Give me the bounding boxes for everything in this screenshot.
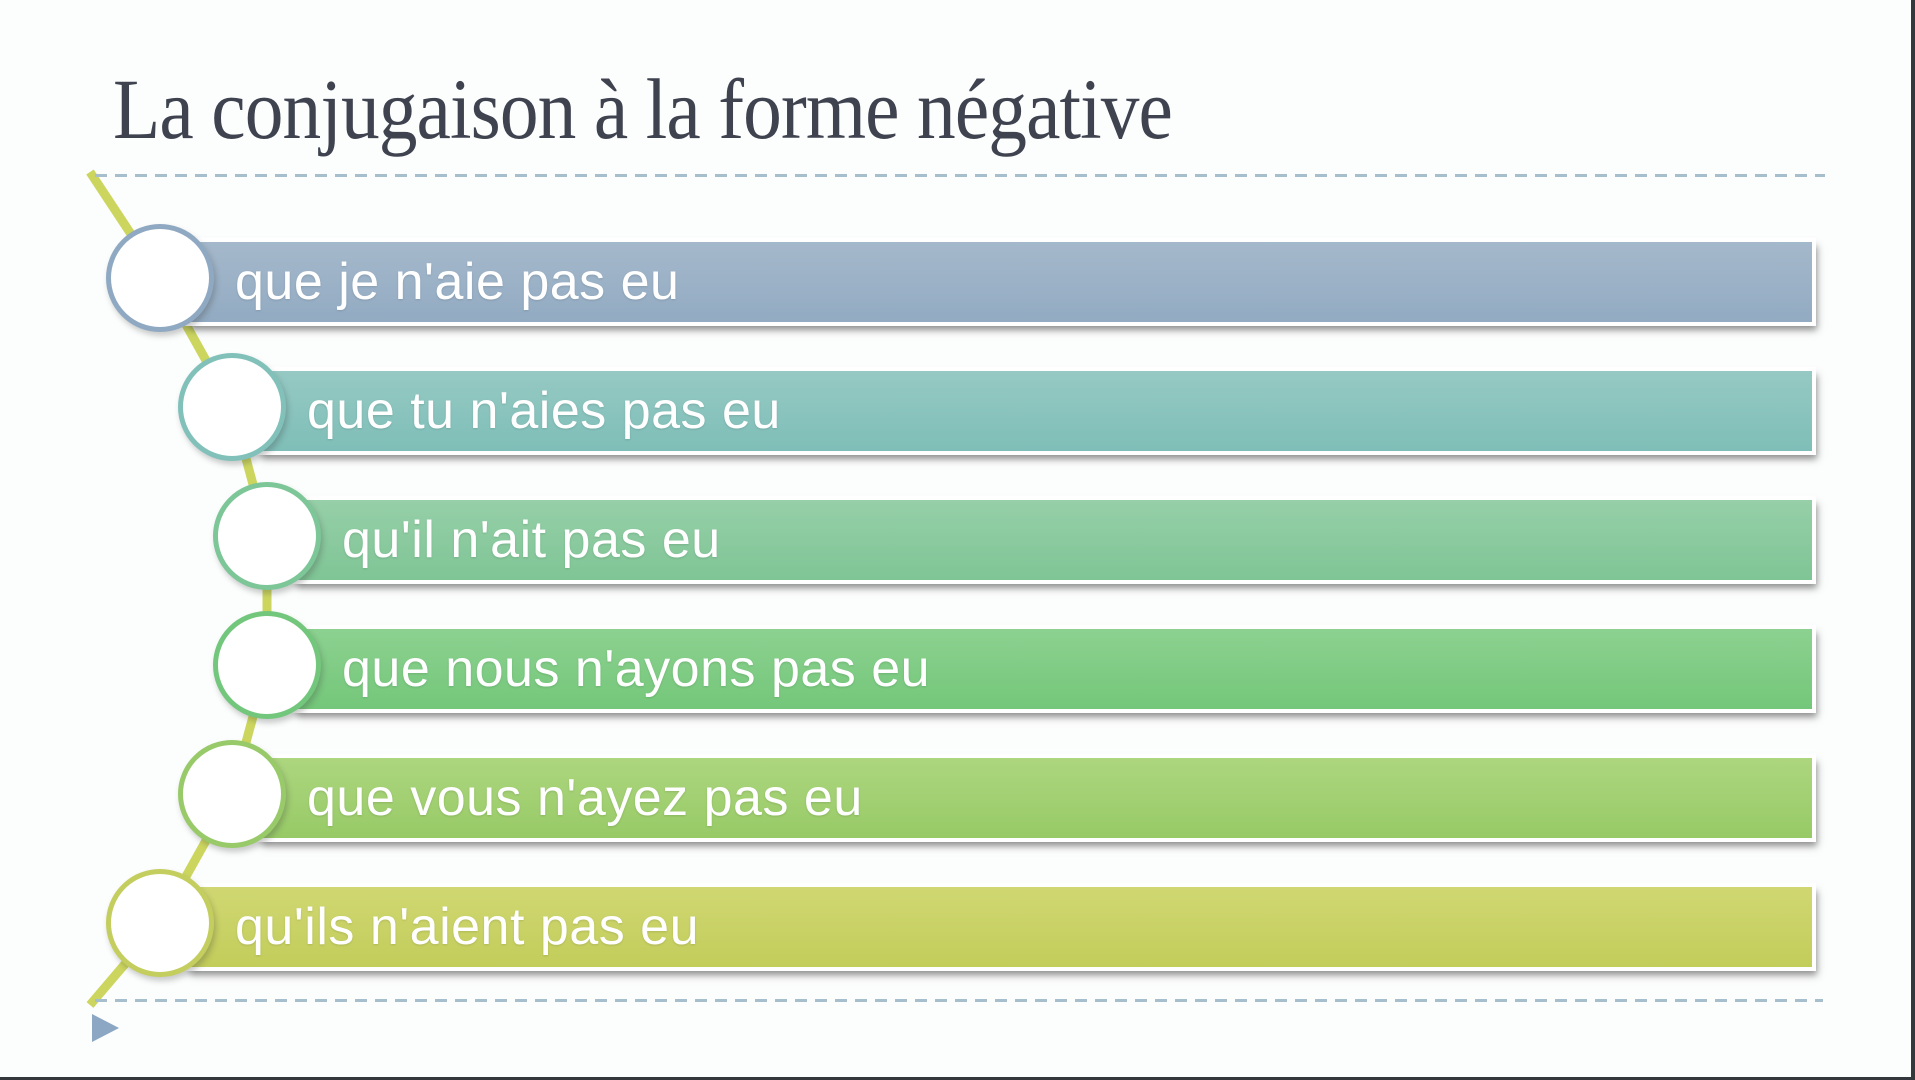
- bullet-circle: [213, 611, 321, 719]
- bullet-circle: [178, 353, 286, 461]
- conjugation-bar: qu'il n'ait pas eu: [292, 496, 1816, 584]
- bullet-circle: [106, 224, 214, 332]
- conjugation-bar: qu'ils n'aient pas eu: [185, 883, 1816, 971]
- title-divider-dashed-line: [95, 174, 1825, 177]
- conjugation-label: que vous n'ayez pas eu: [307, 769, 863, 827]
- conjugation-bar: que vous n'ayez pas eu: [257, 754, 1816, 842]
- conjugation-label: que nous n'ayons pas eu: [342, 640, 931, 698]
- conjugation-bar: que nous n'ayons pas eu: [292, 625, 1816, 713]
- conjugation-label: que tu n'aies pas eu: [307, 382, 781, 440]
- screen-edge-bottom: [0, 1077, 1915, 1080]
- conjugation-bar: que je n'aie pas eu: [185, 238, 1816, 326]
- conjugation-label: qu'il n'ait pas eu: [342, 511, 721, 569]
- slide-title: La conjugaison à la forme négative: [113, 61, 1173, 157]
- bullet-circle: [106, 869, 214, 977]
- next-slide-arrow-icon[interactable]: [92, 1014, 119, 1042]
- conjugation-label: que je n'aie pas eu: [235, 253, 680, 311]
- bullet-circle: [178, 740, 286, 848]
- footer-divider-dashed-line: [95, 999, 1823, 1002]
- screen-edge-right: [1911, 0, 1915, 1080]
- conjugation-label: qu'ils n'aient pas eu: [235, 898, 700, 956]
- bullet-circle: [213, 482, 321, 590]
- conjugation-bar: que tu n'aies pas eu: [257, 367, 1816, 455]
